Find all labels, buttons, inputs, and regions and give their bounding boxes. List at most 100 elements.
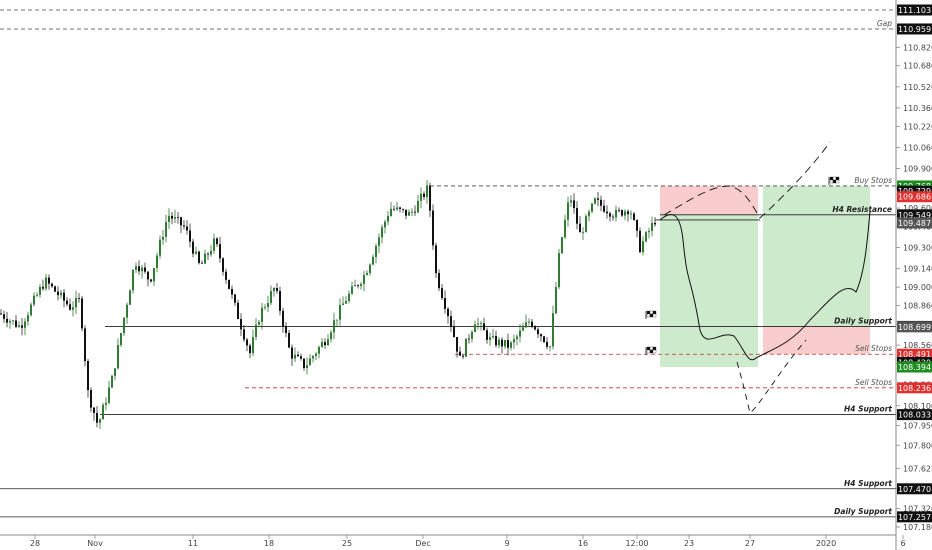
price-badge-0: 111.103 — [897, 4, 932, 16]
candle-body — [411, 211, 413, 213]
candle-body — [486, 330, 488, 340]
candle-body — [342, 303, 344, 305]
level-label-1: Gap — [877, 19, 892, 28]
candle-body — [579, 223, 581, 233]
candle-body — [510, 342, 512, 348]
y-tick-label-19: 110.060 — [903, 143, 932, 152]
candle-body — [306, 365, 308, 369]
candle-body — [480, 323, 482, 325]
x-tick-label-2: 11 — [188, 539, 198, 548]
candle-body — [540, 334, 542, 337]
flag-marker-sell-stops-square — [649, 349, 654, 354]
candle-body — [219, 244, 221, 259]
flag-marker-daily-support-square — [652, 313, 657, 318]
candle-body — [429, 185, 431, 211]
candle-body — [87, 360, 89, 391]
candle-body — [159, 239, 161, 256]
candlesticks — [0, 180, 656, 429]
projection-path-downside — [736, 339, 807, 414]
price-badge-text-14: 107.470 — [898, 485, 931, 494]
candle-body — [351, 286, 353, 294]
candle-body — [189, 230, 191, 242]
candle-body — [249, 345, 251, 354]
candle-body — [291, 347, 293, 359]
y-tick-label-16: 109.600 — [903, 204, 932, 213]
candle-body — [105, 402, 107, 405]
candle-body — [243, 329, 245, 340]
candle-body — [237, 302, 239, 320]
candle-body — [378, 237, 380, 246]
candle-body — [102, 404, 104, 420]
candle-body — [567, 202, 569, 220]
projection-path-short-then-long — [659, 211, 871, 361]
level-label-15: Daily Support — [834, 507, 892, 516]
candle-body — [405, 209, 407, 216]
candle-body — [108, 387, 110, 403]
candle-body — [240, 319, 242, 330]
x-tick-label-10: 27 — [745, 539, 755, 548]
candle-body — [420, 193, 422, 201]
y-tick-label-22: 110.520 — [903, 83, 932, 92]
price-badge-text-15: 107.257 — [898, 513, 931, 522]
candle-body — [63, 292, 65, 301]
candle-body — [120, 333, 122, 345]
candle-body — [303, 358, 305, 369]
candle-body — [330, 332, 332, 340]
candle-body — [297, 354, 299, 357]
candle-body — [354, 285, 356, 287]
candle-body — [345, 301, 347, 304]
candle-body — [627, 211, 629, 215]
candle-body — [387, 215, 389, 222]
candle-body — [624, 211, 626, 216]
time-axis[interactable]: 28 Nov 11 18 25 Dec 9 16 12:00 23 27 2020 6 — [30, 535, 906, 548]
flag-marker-buy-stops — [828, 176, 840, 185]
flag-marker-buy-stops-square — [832, 176, 837, 181]
candle-body — [6, 318, 8, 323]
candle-body — [522, 327, 524, 331]
candle-body — [81, 298, 83, 329]
candle-body — [441, 288, 443, 299]
flag-marker-buy-stops-square — [835, 179, 840, 184]
candle-body — [363, 274, 365, 284]
price-badge-bg-6 — [897, 217, 932, 229]
candle-body — [333, 320, 335, 333]
x-tick-label-5: Dec — [415, 539, 430, 548]
trade-zones — [660, 185, 870, 368]
y-tick-label-9: 108.560 — [903, 341, 932, 350]
candle-body — [555, 287, 557, 314]
candle-body — [489, 337, 491, 340]
price-badge-text-4: 109.686 — [898, 193, 931, 202]
candle-body — [54, 286, 56, 292]
flag-marker-sell-stops-square — [652, 349, 657, 354]
x-tick-label-11: 2020 — [816, 539, 836, 548]
price-badge-bg-0 — [897, 4, 932, 16]
price-badge-12: 108.236 — [897, 382, 932, 394]
flag-marker-sell-stops-square — [646, 349, 651, 354]
candle-body — [651, 222, 653, 232]
candle-body — [279, 291, 281, 311]
candle-body — [309, 358, 311, 366]
zone-long-stop — [763, 326, 870, 355]
candle-body — [180, 217, 182, 226]
candle-body — [222, 258, 224, 272]
candle-body — [204, 253, 206, 264]
price-badge-text-12: 108.236 — [898, 384, 931, 393]
price-levels: Gap Buy Stops H4 Resistance Daily Support Se… — [0, 9, 896, 518]
candle-body — [18, 325, 20, 327]
flag-marker-daily-support-square — [649, 310, 654, 315]
y-tick-label-20: 110.220 — [903, 122, 932, 131]
candle-body — [585, 216, 587, 233]
flag-marker-sell-stops-square — [652, 346, 657, 351]
candle-body — [192, 241, 194, 254]
level-label-9: Sell Stops — [855, 344, 892, 353]
candle-body — [168, 215, 170, 222]
price-badge-bg-11 — [897, 361, 932, 373]
candle-body — [213, 238, 215, 251]
price-badge-text-11: 108.394 — [898, 363, 931, 372]
candle-body — [621, 210, 623, 216]
candle-body — [321, 342, 323, 348]
candle-body — [33, 295, 35, 305]
flag-marker-daily-support-square — [652, 310, 657, 315]
candle-body — [132, 269, 134, 291]
